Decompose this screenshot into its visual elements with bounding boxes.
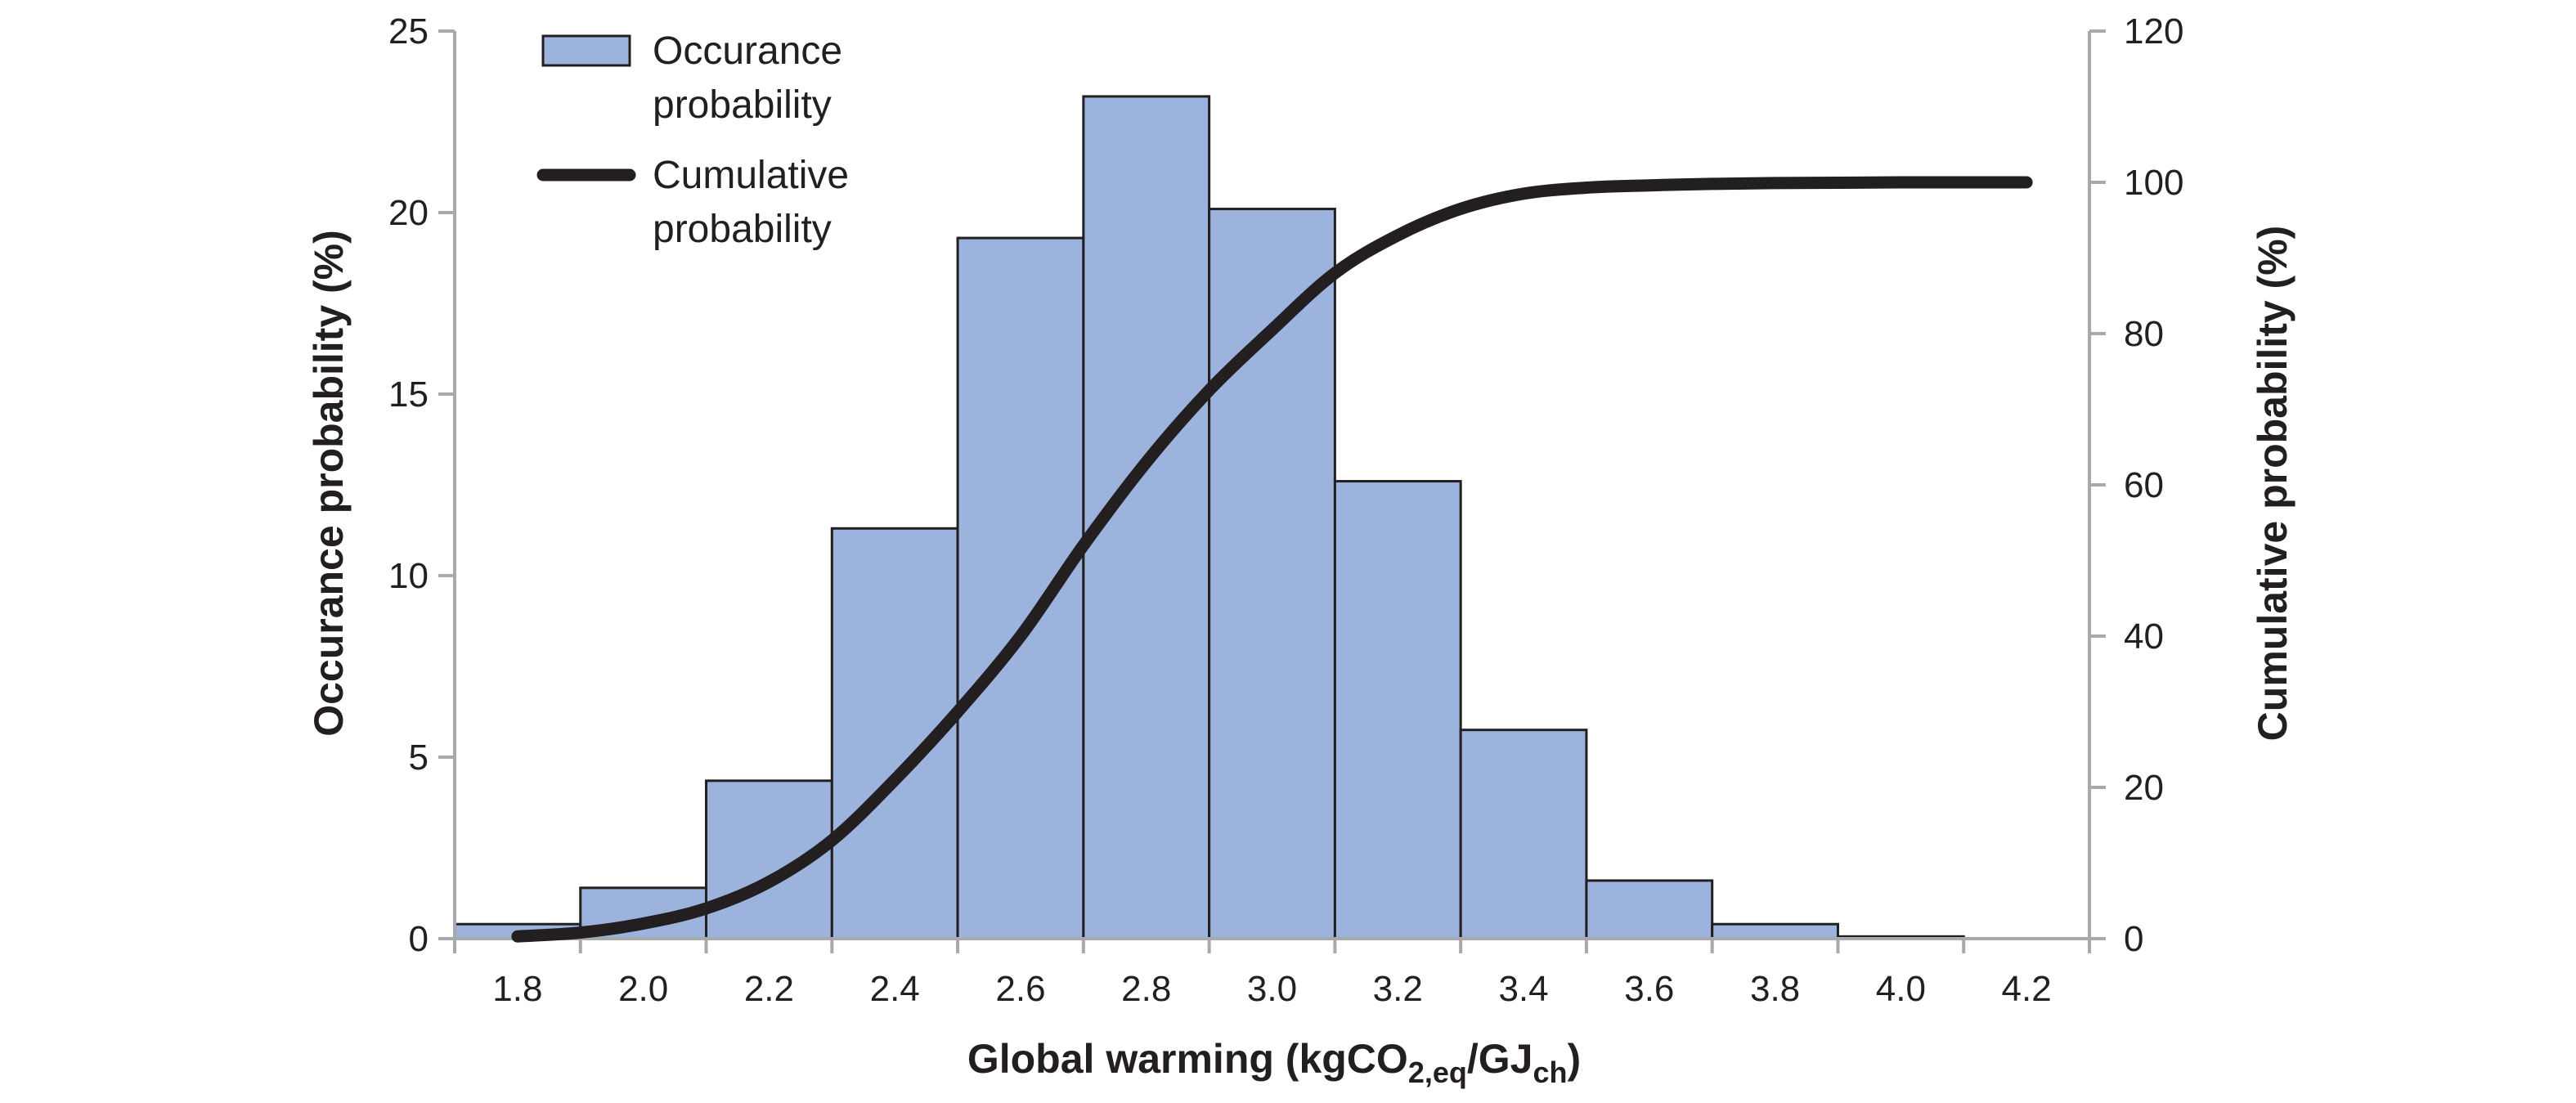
x-tick-label-2: 2.2	[744, 969, 794, 1009]
x-axis-title-sub2: ch	[1533, 1056, 1567, 1089]
x-tick-label-11: 4.0	[1876, 969, 1926, 1009]
histogram-bar-10	[1711, 922, 1839, 940]
y-axis-left-title: Occurance probability (%)	[306, 230, 352, 737]
x-tick-label-7: 3.2	[1373, 969, 1423, 1009]
cumulative-probability-line	[511, 176, 2033, 943]
x-tick-label-8: 3.4	[1498, 969, 1548, 1009]
x-tick-label-9: 3.6	[1624, 969, 1674, 1009]
x-tick-label-4: 2.6	[995, 969, 1045, 1009]
histogram-bar-6	[1208, 208, 1336, 940]
y-axis-right-title: Cumulative probability (%)	[2250, 226, 2296, 742]
x-axis-title: Global warming (kgCO2,eq/GJch)	[967, 1036, 1581, 1089]
histogram-bar-7	[1333, 480, 1462, 940]
legend-bar-label-line-2: probability	[653, 83, 832, 127]
y-right-tick-label-6: 120	[2124, 11, 2183, 52]
histogram-bar-4	[956, 236, 1085, 940]
x-axis-title-sub1: 2,eq	[1408, 1056, 1467, 1089]
y-left-tick-label-4: 20	[388, 193, 429, 233]
legend-bar-swatch	[541, 34, 631, 67]
y-right-tick-label-4: 80	[2124, 314, 2164, 354]
x-tick-label-1: 2.0	[618, 969, 668, 1009]
axes-layer: 0 5 10 15 20 25 0 20 40 60 80 100 120 1.8 2.0 2.2 2.4 2.6…	[388, 11, 2183, 1009]
y-right-tick-label-2: 40	[2124, 617, 2164, 657]
legend: Occurance probability Cumulative probabilit…	[536, 29, 849, 251]
y-right-tick-label-1: 20	[2124, 768, 2164, 808]
cumulative-line-layer	[511, 176, 2033, 943]
y-right-tick-label-5: 100	[2124, 163, 2183, 203]
y-left-tick-label-0: 0	[409, 919, 429, 959]
histogram-bar-9	[1585, 879, 1714, 940]
legend-line-label-line-2: probability	[653, 208, 832, 251]
x-tick-label-10: 3.8	[1750, 969, 1800, 1009]
y-right-tick-label-0: 0	[2124, 919, 2143, 959]
y-left-tick-label-1: 5	[409, 738, 429, 778]
y-left-tick-label-2: 10	[388, 556, 429, 596]
legend-line-label-line-1: Cumulative	[653, 154, 849, 197]
x-axis-title-mid: /GJ	[1467, 1036, 1533, 1082]
x-axis-title-main: Global warming (kgCO	[967, 1036, 1408, 1082]
histogram-bar-8	[1459, 729, 1588, 940]
y-left-tick-label-3: 15	[388, 374, 429, 415]
x-tick-label-3: 2.4	[870, 969, 920, 1009]
x-tick-label-6: 3.0	[1247, 969, 1297, 1009]
y-left-tick-label-5: 25	[388, 11, 429, 52]
legend-bar-label-line-1: Occurance	[653, 29, 842, 73]
x-tick-label-5: 2.8	[1121, 969, 1171, 1009]
y-right-tick-label-3: 60	[2124, 465, 2164, 505]
bars-layer	[453, 95, 2091, 940]
x-tick-label-0: 1.8	[492, 969, 542, 1009]
x-axis-title-end: )	[1567, 1036, 1581, 1082]
x-tick-label-12: 4.2	[2002, 969, 2052, 1009]
